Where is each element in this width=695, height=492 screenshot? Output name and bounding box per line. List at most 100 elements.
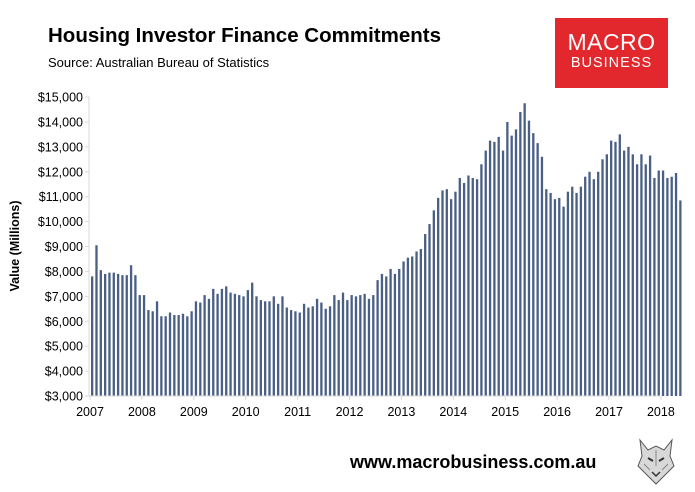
y-tick-label: $13,000 [38, 140, 83, 154]
bar [532, 133, 535, 396]
bar [251, 282, 254, 396]
bar [281, 296, 284, 396]
bar [445, 189, 448, 396]
bar [99, 270, 102, 396]
bar [380, 273, 384, 396]
bar [229, 292, 232, 396]
bar [151, 311, 154, 396]
bar [519, 111, 522, 396]
bar [333, 295, 336, 396]
y-tick-label: $14,000 [38, 115, 83, 129]
bar [566, 191, 570, 396]
bar [194, 301, 198, 396]
bar [95, 245, 98, 396]
bar [674, 173, 678, 396]
x-axis-ticks: 2007 2008 2009 2010 2011 2012 2013 2014 2015 2016… [76, 396, 675, 419]
bar [419, 248, 423, 396]
bar [259, 300, 262, 396]
y-axis-ticks: $3,000 $4,000 $5,000 $6,000 $7,000 $8,000 $9,0… [38, 91, 89, 404]
y-axis-label: Value (Millions) [8, 201, 22, 292]
y-tick-label: $11,000 [39, 190, 83, 204]
bar [307, 307, 310, 396]
bar [302, 303, 306, 396]
x-tick-label: 2014 [439, 405, 467, 419]
bar [475, 179, 479, 396]
logo-line-1: MACRO [567, 29, 656, 55]
bar [666, 177, 669, 396]
bar [315, 298, 319, 396]
bar [432, 210, 435, 396]
bar [212, 288, 215, 396]
bar [311, 306, 314, 396]
bar [242, 296, 245, 396]
bar [354, 296, 358, 396]
y-tick-label: $4,000 [45, 365, 83, 379]
bar [320, 302, 323, 396]
bar [160, 316, 163, 396]
bar [497, 136, 500, 396]
bar [614, 141, 617, 396]
bar [506, 121, 509, 397]
bar [592, 179, 596, 396]
bar [272, 296, 275, 396]
bar [393, 273, 397, 396]
bar [488, 140, 492, 396]
bar [467, 175, 470, 396]
bar [350, 295, 353, 396]
y-tick-label: $5,000 [45, 340, 83, 354]
bar [207, 298, 211, 396]
bar [134, 275, 137, 396]
bar [454, 191, 457, 396]
bar [398, 268, 401, 396]
bar [653, 177, 656, 396]
bar [553, 199, 557, 396]
bar [103, 273, 107, 396]
bar [648, 155, 652, 396]
bar [255, 296, 258, 396]
bar [558, 197, 561, 396]
bar [635, 164, 639, 396]
bar [376, 280, 379, 396]
bar [233, 293, 237, 396]
bar [631, 154, 634, 396]
bar [437, 197, 440, 396]
y-tick-label: $9,000 [45, 240, 83, 254]
bar [142, 295, 146, 396]
bar [108, 272, 111, 396]
bar [584, 176, 587, 396]
bar [298, 312, 301, 396]
bar [177, 315, 180, 396]
bar [462, 182, 466, 396]
website-url: www.macrobusiness.com.au [350, 452, 597, 472]
bar [640, 154, 643, 396]
bar [324, 308, 327, 396]
bar [657, 170, 660, 396]
bar [216, 293, 219, 396]
bar [138, 295, 141, 396]
y-tick-label: $3,000 [45, 390, 83, 404]
bar [203, 295, 206, 396]
bar [225, 286, 228, 396]
bar [112, 272, 115, 396]
bar [575, 192, 578, 396]
bar [449, 199, 453, 396]
bar [471, 177, 474, 396]
bar [670, 176, 673, 396]
bar [527, 120, 531, 397]
y-tick-label: $12,000 [38, 165, 83, 179]
x-tick-label: 2018 [647, 405, 675, 419]
bar [367, 298, 371, 396]
bar [493, 141, 496, 396]
x-tick-label: 2008 [128, 405, 156, 419]
y-tick-label: $6,000 [45, 315, 83, 329]
x-tick-label: 2016 [543, 405, 571, 419]
x-tick-label: 2013 [387, 405, 415, 419]
macrobusiness-logo: MACRO BUSINESS [555, 18, 668, 88]
bar [415, 251, 418, 396]
bar [510, 135, 513, 396]
bar [484, 150, 487, 396]
bar [246, 290, 250, 396]
bar [610, 140, 613, 396]
bar [540, 156, 544, 396]
